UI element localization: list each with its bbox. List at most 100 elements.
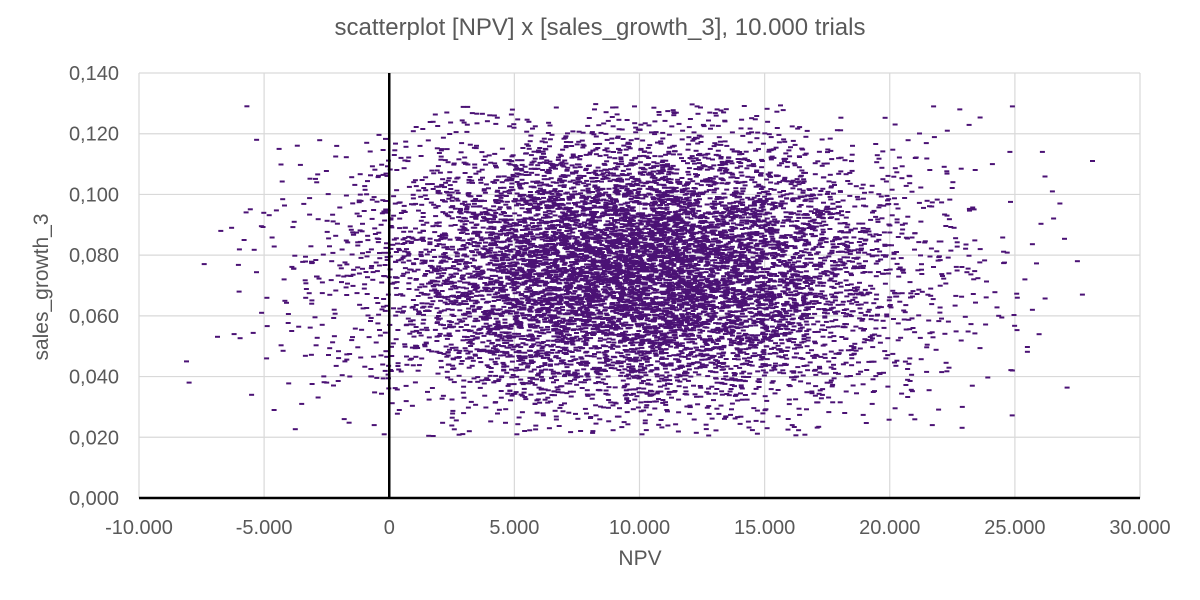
data-point — [673, 423, 679, 426]
data-point — [855, 248, 861, 251]
data-point — [449, 245, 455, 248]
data-point — [433, 291, 439, 294]
data-point — [517, 184, 523, 187]
data-point — [522, 430, 528, 432]
data-point — [449, 424, 455, 427]
data-point — [948, 249, 954, 252]
data-point — [680, 303, 686, 306]
data-point — [870, 337, 875, 340]
data-point — [442, 268, 448, 271]
data-point — [560, 306, 565, 309]
data-point — [698, 395, 704, 398]
data-point — [620, 169, 626, 172]
data-point — [890, 289, 896, 292]
data-point — [445, 351, 451, 354]
data-point — [679, 256, 685, 259]
data-point — [549, 192, 555, 195]
data-point — [810, 306, 815, 308]
data-point — [764, 399, 770, 402]
data-point — [464, 338, 470, 341]
data-point — [635, 227, 641, 230]
data-point — [358, 356, 364, 359]
data-point — [453, 346, 459, 349]
data-point — [830, 240, 835, 243]
data-point — [616, 118, 622, 121]
data-point — [569, 351, 575, 353]
data-point — [501, 186, 507, 189]
data-point — [937, 306, 943, 309]
data-point — [676, 204, 682, 207]
data-point — [642, 227, 648, 230]
data-point — [557, 269, 563, 272]
data-point — [697, 205, 703, 208]
data-point — [508, 264, 514, 267]
data-point — [759, 242, 765, 245]
data-point — [682, 203, 688, 206]
data-point — [698, 386, 704, 389]
data-point — [767, 274, 772, 276]
data-point — [799, 318, 805, 321]
data-point — [336, 350, 341, 353]
data-point — [489, 342, 495, 344]
data-point — [621, 421, 627, 424]
data-point — [483, 288, 489, 291]
data-point — [759, 281, 765, 284]
data-point — [583, 327, 589, 330]
data-point — [800, 182, 806, 184]
data-point — [801, 335, 807, 338]
data-point — [472, 331, 478, 334]
data-point — [592, 286, 598, 289]
data-point — [604, 234, 610, 236]
data-point — [846, 260, 852, 263]
data-point — [926, 319, 932, 322]
data-point — [367, 150, 373, 153]
data-point — [924, 343, 930, 346]
data-point — [867, 271, 873, 274]
data-point — [461, 254, 467, 257]
data-point — [529, 198, 535, 201]
data-point — [563, 224, 569, 227]
data-point — [816, 216, 822, 219]
data-point — [835, 303, 841, 306]
data-point — [715, 149, 721, 152]
data-point — [608, 401, 614, 404]
data-point — [550, 225, 556, 228]
data-point — [666, 393, 672, 396]
data-point — [677, 308, 683, 311]
data-point — [663, 153, 668, 156]
data-point — [732, 194, 738, 197]
data-point — [423, 342, 429, 345]
data-point — [679, 329, 685, 332]
data-point — [584, 373, 590, 376]
data-point — [595, 147, 601, 149]
data-point — [535, 320, 541, 323]
data-point — [593, 299, 599, 302]
data-point — [542, 211, 548, 214]
data-point — [707, 275, 713, 278]
data-point — [355, 266, 361, 269]
data-point — [770, 297, 776, 299]
data-point — [457, 280, 463, 283]
data-point — [691, 418, 697, 421]
data-point — [619, 371, 625, 374]
data-point — [628, 371, 634, 374]
data-point — [747, 231, 753, 234]
data-point — [789, 245, 794, 247]
data-point — [508, 218, 514, 221]
data-point — [646, 308, 652, 311]
data-point — [719, 390, 725, 393]
data-point — [649, 369, 655, 372]
data-point — [690, 236, 696, 238]
data-point — [668, 329, 674, 332]
data-point — [706, 301, 712, 304]
data-point — [743, 320, 749, 322]
data-point — [816, 308, 822, 311]
data-point — [686, 276, 692, 279]
data-point — [424, 221, 430, 224]
data-point — [547, 160, 553, 163]
data-point — [579, 196, 585, 199]
data-point — [584, 412, 589, 415]
data-point — [721, 346, 727, 349]
data-point — [533, 253, 538, 256]
data-point — [764, 230, 770, 233]
